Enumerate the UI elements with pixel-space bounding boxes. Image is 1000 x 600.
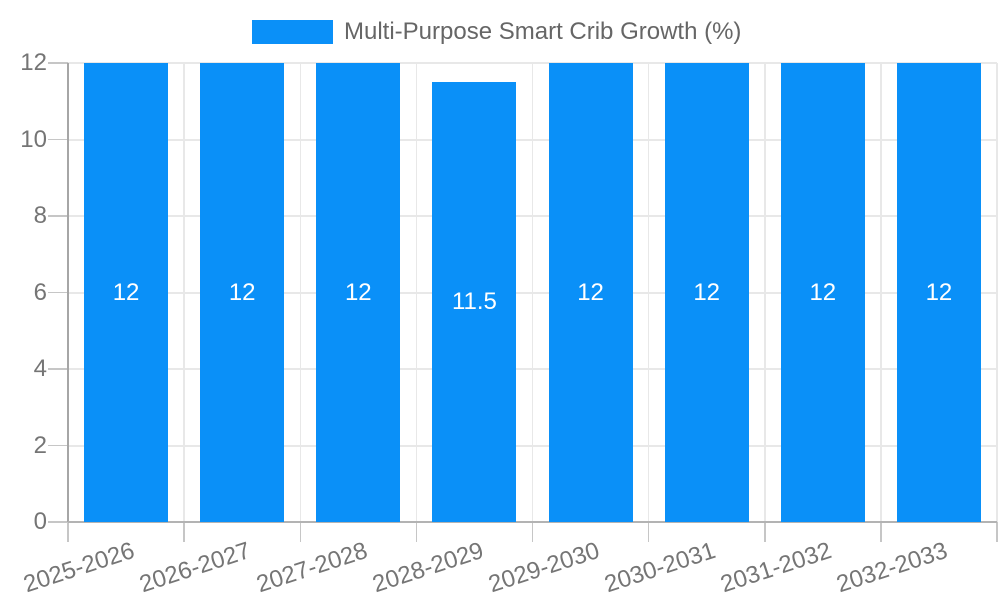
y-axis-tick-label: 12 (20, 49, 47, 76)
gridline-vertical (415, 63, 418, 522)
y-axis-tick (48, 444, 68, 447)
x-axis-category-label: 2025-2026 (20, 537, 139, 599)
bar-value-label: 12 (112, 278, 140, 306)
y-axis-tick (48, 291, 68, 294)
bar-value-label: 12 (925, 278, 953, 306)
x-axis-tick (531, 522, 534, 542)
gridline-vertical (183, 63, 185, 522)
gridline-vertical (764, 63, 766, 522)
gridline-vertical (996, 63, 998, 522)
bar[interactable] (548, 63, 633, 522)
y-axis-tick (48, 368, 68, 370)
bar-value-label: 11.5 (451, 288, 497, 316)
legend-item[interactable]: Multi-Purpose Smart Crib Growth (%) (252, 20, 741, 44)
x-axis-tick (880, 522, 882, 542)
x-axis-tick (647, 522, 650, 542)
x-axis-category-label: 2029-2030 (485, 537, 603, 599)
bar[interactable] (200, 63, 285, 522)
y-axis-tick (48, 138, 68, 141)
x-axis-category-label: 2027-2028 (252, 537, 371, 599)
legend-swatch-icon (252, 20, 333, 44)
x-axis-tick (764, 522, 766, 542)
bar-value-label: 12 (344, 278, 372, 306)
bar-value-label: 12 (693, 278, 721, 306)
x-axis-category-label: 2030-2031 (601, 537, 719, 599)
y-axis-tick (48, 62, 68, 64)
y-axis-tick-label: 10 (20, 125, 47, 153)
x-axis-category-label: 2028-2029 (368, 537, 487, 599)
x-axis-tick (996, 522, 998, 542)
y-axis-tick-label: 2 (33, 431, 47, 459)
gridline-vertical (880, 63, 882, 522)
y-axis-line (67, 63, 69, 522)
bar[interactable] (664, 63, 749, 522)
bar[interactable] (780, 63, 865, 522)
x-axis-category-label: 2031-2032 (717, 537, 835, 599)
x-axis-line (68, 521, 997, 523)
y-axis-tick-label: 6 (33, 278, 47, 306)
y-axis-tick-label: 4 (33, 355, 47, 382)
gridline-vertical (531, 63, 534, 522)
x-axis-category-label: 2032-2033 (833, 537, 951, 599)
x-axis-tick (67, 522, 69, 542)
y-axis-tick (48, 215, 68, 217)
bar-value-label: 12 (809, 278, 837, 306)
gridline-vertical (299, 63, 301, 522)
bar[interactable] (432, 82, 517, 522)
y-axis-tick (48, 521, 68, 523)
y-axis-tick-label: 0 (33, 508, 47, 535)
bar-value-label: 12 (228, 278, 256, 306)
bar[interactable] (84, 63, 169, 522)
x-axis-category-label: 2026-2027 (136, 537, 255, 599)
y-axis-tick-label: 8 (33, 202, 47, 229)
legend-label: Multi-Purpose Smart Crib Growth (%) (344, 18, 742, 45)
bar[interactable] (316, 63, 401, 522)
x-axis-tick (299, 522, 301, 542)
bar-value-label: 12 (577, 278, 604, 306)
x-axis-tick (415, 522, 418, 542)
bar[interactable] (896, 63, 981, 522)
x-axis-tick (183, 522, 185, 542)
gridline-vertical (647, 63, 650, 522)
